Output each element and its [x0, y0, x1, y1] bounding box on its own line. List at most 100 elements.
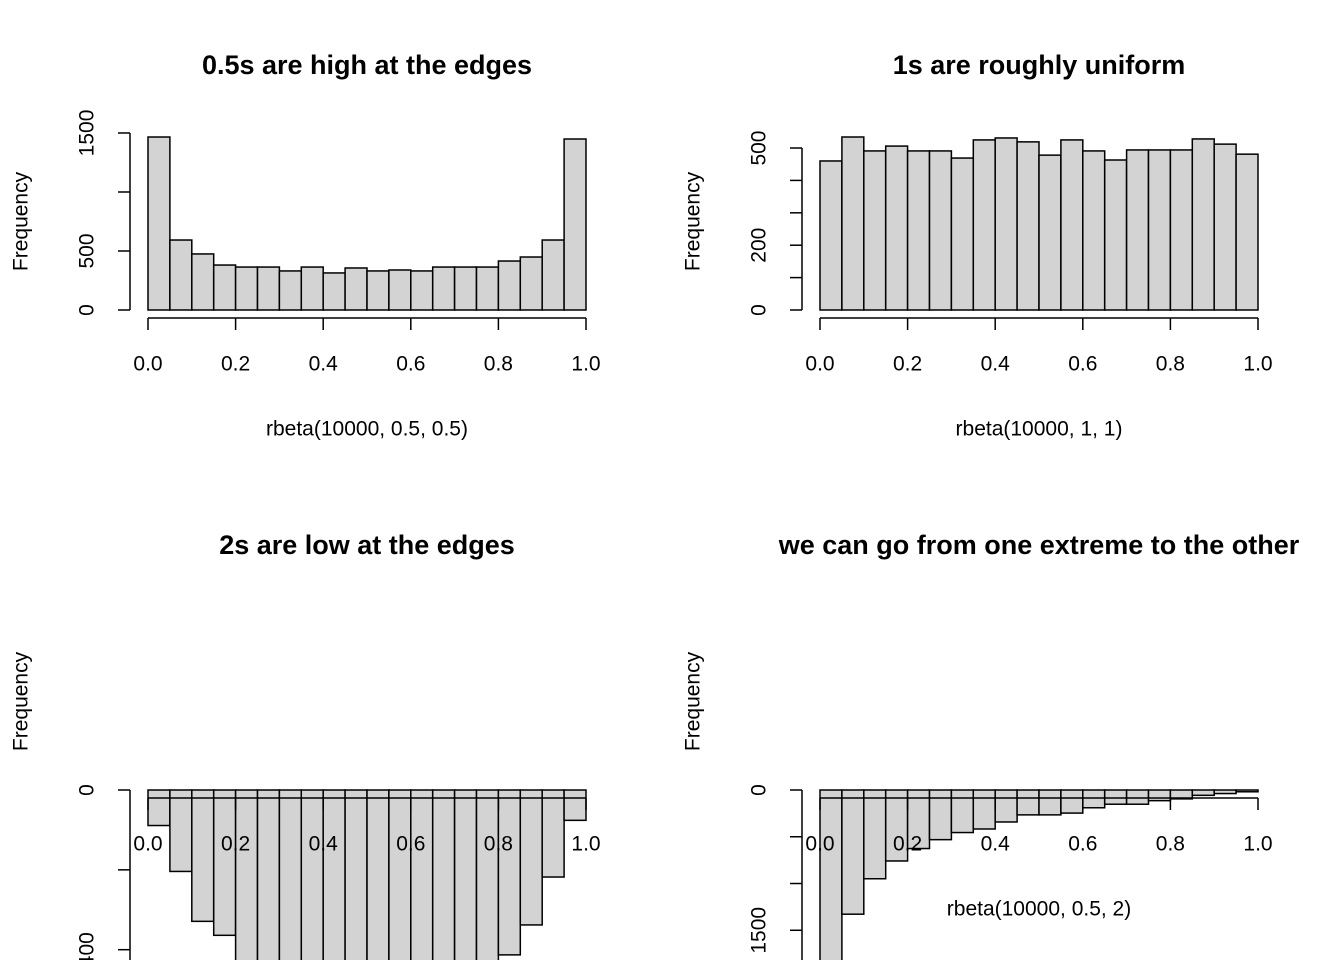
chart-title: 1s are roughly uniform	[893, 50, 1186, 80]
x-tick-label: 0.0	[805, 353, 834, 376]
bar	[388, 269, 412, 311]
x-tick-label: 0.4	[981, 353, 1011, 376]
bar	[497, 260, 522, 311]
x-tick-label: 0.6	[1068, 833, 1097, 856]
bar	[1147, 149, 1172, 311]
bar	[191, 789, 215, 923]
bar	[1016, 789, 1040, 816]
bar	[278, 789, 303, 960]
bar	[366, 270, 390, 311]
bar	[972, 139, 996, 311]
x-tick-label: 0.0	[133, 353, 162, 376]
x-tick-label: 1.0	[1243, 833, 1272, 856]
x-tick-label: 0.4	[981, 833, 1011, 856]
y-tick-label: 1500	[748, 907, 771, 954]
bar	[819, 789, 843, 960]
x-tick-label: 1.0	[571, 353, 600, 376]
y-tick-label: 1500	[76, 110, 99, 157]
bar	[234, 789, 259, 960]
x-tick-label: 0.0	[133, 833, 162, 856]
y-axis-label: Frequency	[10, 651, 33, 751]
y-tick-label: 500	[76, 233, 99, 268]
bar	[212, 264, 237, 311]
bar	[1191, 138, 1215, 311]
bar	[453, 789, 478, 960]
bar	[1103, 789, 1128, 805]
bar	[841, 136, 865, 311]
y-tick-label: 500	[748, 130, 771, 165]
x-axis-label: rbeta(10000, 1, 1)	[956, 418, 1123, 441]
bar	[906, 150, 931, 311]
bar	[519, 256, 543, 311]
bar	[541, 789, 565, 878]
x-tick-label: 1.0	[1243, 353, 1272, 376]
x-tick-label: 0.4	[309, 833, 339, 856]
y-tick-label: 0	[76, 784, 99, 796]
bar	[344, 789, 368, 960]
bar	[863, 789, 887, 880]
bar	[1147, 789, 1172, 802]
bar	[169, 239, 193, 311]
bar	[1125, 789, 1150, 805]
bar	[541, 239, 565, 311]
x-tick-label: 0.2	[221, 833, 250, 856]
x-tick-label: 0.4	[309, 353, 339, 376]
bar	[212, 789, 237, 937]
bar	[972, 789, 996, 830]
chart-title: 0.5s are high at the edges	[202, 50, 532, 80]
bar	[1235, 789, 1259, 793]
x-axis-label: rbeta(10000, 0.5, 0.5)	[266, 418, 468, 441]
x-tick-label: 1.0	[571, 833, 600, 856]
bar	[322, 272, 346, 311]
x-tick-label: 0.8	[484, 833, 513, 856]
bar	[563, 138, 587, 311]
bar	[563, 789, 587, 822]
bar	[1082, 150, 1106, 311]
y-axis-label: Frequency	[10, 171, 33, 271]
bar	[147, 789, 171, 827]
bar	[994, 789, 1018, 823]
bar	[1103, 159, 1128, 311]
x-tick-label: 0.2	[893, 353, 922, 376]
bar	[1169, 149, 1194, 311]
bar	[928, 150, 953, 311]
bar	[1060, 789, 1084, 814]
x-tick-label: 0.8	[1156, 833, 1185, 856]
bar	[300, 789, 324, 960]
bar	[147, 136, 171, 311]
x-tick-label: 0.6	[396, 833, 425, 856]
bar	[1060, 139, 1084, 311]
bar	[1191, 789, 1215, 797]
bar	[1125, 149, 1150, 311]
x-axis-label: rbeta(10000, 0.5, 2)	[947, 898, 1131, 921]
bar	[278, 270, 303, 311]
bar	[841, 789, 865, 915]
bar	[256, 789, 281, 960]
y-axis-label: Frequency	[682, 171, 705, 271]
bar	[234, 266, 259, 311]
bar	[475, 266, 500, 311]
y-tick-label: 0	[76, 304, 99, 316]
bar	[431, 266, 456, 311]
bar	[950, 157, 975, 311]
bar	[322, 789, 346, 960]
bar	[1082, 789, 1106, 809]
y-tick-label: 200	[748, 228, 771, 263]
bar	[410, 789, 434, 960]
bar	[819, 160, 843, 311]
bar	[366, 789, 390, 960]
bar	[863, 150, 887, 311]
bar	[344, 267, 368, 311]
bar	[388, 789, 412, 960]
bar	[1213, 789, 1237, 795]
bar	[1213, 143, 1237, 311]
x-tick-label: 0.6	[396, 353, 425, 376]
bar	[884, 145, 909, 311]
bar	[475, 789, 500, 960]
bar	[1235, 153, 1259, 311]
bar	[497, 789, 522, 956]
bar	[519, 789, 543, 926]
bar	[453, 266, 478, 311]
x-tick-label: 0.2	[221, 353, 250, 376]
x-tick-label: 0.8	[484, 353, 513, 376]
